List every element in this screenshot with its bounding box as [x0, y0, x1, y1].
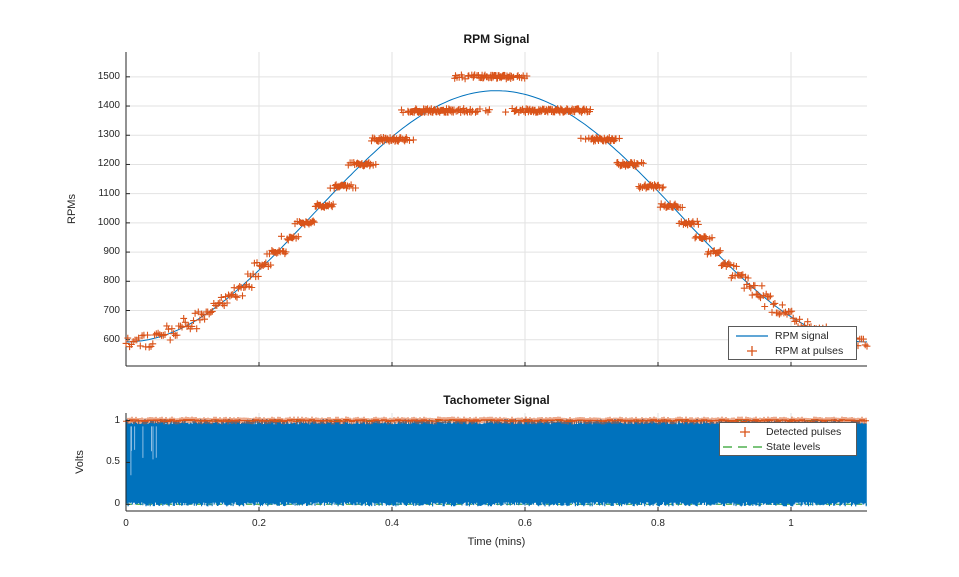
legend-entry-rpm-signal: RPM signal [729, 328, 856, 343]
rpm-y-tick-label: 1500 [97, 70, 120, 82]
rpm-y-tick-label: 1200 [97, 158, 120, 170]
plus-marker-icon [729, 345, 775, 357]
rpm-y-tick-label: 1000 [97, 216, 120, 228]
volts-y-tick-label: 1 [114, 414, 120, 426]
legend-entry-detected-pulses: Detected pulses [720, 424, 856, 439]
rpm-y-tick-label: 700 [103, 304, 120, 316]
rpm-y-tick-label: 900 [103, 246, 120, 258]
line-swatch-icon [729, 330, 775, 342]
rpm-y-tick-label: 1400 [97, 100, 120, 112]
legend-entry-rpm-at-pulses: RPM at pulses [729, 343, 856, 358]
time-x-tick-label: 0.6 [518, 518, 532, 529]
legend-label: Detected pulses [766, 425, 842, 438]
rpm-y-tick-label: 1300 [97, 129, 120, 141]
plus-marker-icon [720, 426, 766, 438]
legend-label: State levels [766, 440, 821, 453]
rpm-y-tick-label: 600 [103, 333, 120, 345]
rpm-y-tick-label: 1100 [98, 187, 120, 199]
time-x-tick-label: 0.2 [252, 518, 266, 529]
time-x-tick-label: 0 [123, 518, 129, 529]
tacho-chart-title: Tachometer Signal [443, 393, 550, 407]
legend-label: RPM at pulses [775, 344, 844, 357]
time-x-tick-label: 1 [788, 518, 794, 529]
volts-y-tick-label: 0 [114, 498, 120, 510]
dashed-line-swatch-icon [720, 441, 766, 453]
rpm-y-tick-label: 800 [103, 275, 120, 287]
rpm-legend: RPM signal RPM at pulses [728, 326, 857, 360]
time-axis-label: Time (mins) [467, 536, 526, 548]
legend-label: RPM signal [775, 329, 829, 342]
time-x-tick-label: 0.8 [651, 518, 665, 529]
time-x-tick-label: 0.4 [385, 518, 399, 529]
legend-entry-state-levels: State levels [720, 439, 856, 454]
volts-y-tick-label: 0.5 [106, 456, 120, 468]
tacho-legend: Detected pulses State levels [719, 422, 857, 456]
rpm-chart-title: RPM Signal [463, 32, 530, 46]
